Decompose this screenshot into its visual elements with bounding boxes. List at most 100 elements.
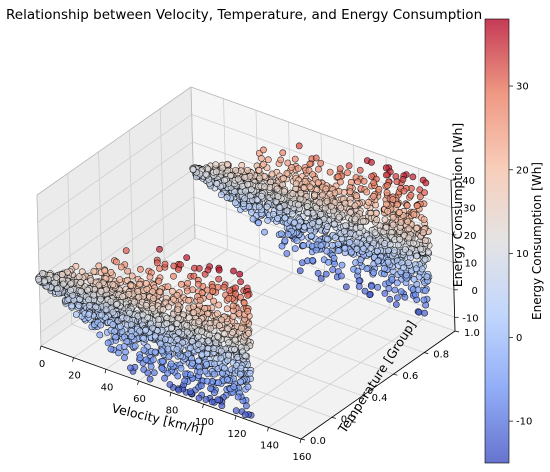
scatter-point [67, 280, 75, 288]
scatter-point [175, 329, 183, 336]
scatter-point [204, 310, 211, 318]
scatter-point [253, 196, 261, 204]
scatter-point [346, 188, 354, 195]
scatter-point [168, 324, 175, 332]
scatter-point [173, 291, 181, 299]
scatter-point [419, 229, 427, 236]
scatter-point [211, 389, 218, 396]
scatter-point [75, 273, 83, 281]
scatter-point [284, 159, 292, 167]
scatter-point [355, 283, 363, 290]
scatter-point [417, 245, 424, 253]
scatter-point [128, 333, 135, 340]
scatter-point [158, 364, 166, 372]
scatter-point [354, 178, 362, 186]
scatter-point [72, 262, 80, 270]
scatter-point [353, 192, 360, 200]
scatter-point [319, 191, 326, 199]
scatter-point [124, 267, 131, 275]
scatter-point [220, 283, 228, 291]
scatter-point [209, 287, 217, 295]
scatter-point [291, 219, 298, 226]
scatter-point [95, 262, 103, 270]
scatter-point [341, 199, 349, 207]
grid-line [268, 319, 423, 428]
scatter-point [231, 336, 239, 344]
scatter-point [394, 294, 401, 302]
scatter-point [162, 336, 169, 343]
scatter-point [405, 225, 413, 233]
scatter-point [365, 198, 372, 206]
scatter-point [309, 220, 316, 227]
scatter-point [367, 244, 375, 252]
scatter-point [136, 327, 144, 335]
scatter-point [97, 321, 105, 329]
scatter-point [312, 154, 320, 162]
scatter-point [237, 278, 244, 286]
scatter-point [232, 407, 240, 414]
scatter-point [238, 324, 245, 332]
scatter-point [117, 263, 125, 271]
scatter-point [204, 345, 212, 352]
scatter-point [263, 203, 271, 211]
scatter-point [241, 195, 249, 202]
pane-edge [36, 194, 42, 347]
scatter-point [128, 272, 136, 280]
z-axis-line [450, 179, 456, 332]
scatter-point [165, 353, 173, 361]
scatter-point [315, 218, 323, 226]
scatter-point [150, 295, 157, 302]
scatter-point [212, 161, 220, 169]
z-tick-label: 10 [464, 258, 477, 269]
scatter-point [164, 369, 172, 377]
scatter-point [357, 223, 364, 231]
y-tick-mark [331, 417, 336, 419]
scatter-point [384, 258, 392, 266]
scatter-point [149, 305, 157, 312]
scatter-point [330, 254, 338, 262]
scatter-point [296, 195, 304, 203]
scatter-point [388, 276, 396, 283]
scatter-point [383, 189, 391, 196]
scatter-point [412, 265, 420, 273]
scatter-point [261, 228, 268, 236]
scatter-point [381, 265, 388, 272]
scatter-point [90, 291, 98, 299]
scatter-point [59, 280, 67, 288]
scatter-point [399, 176, 407, 183]
scatter-point [156, 245, 163, 253]
scatter-point [142, 326, 149, 334]
scatter-point [424, 248, 432, 256]
scatter-point [278, 242, 286, 250]
scatter-point [329, 241, 336, 249]
scatter-point [77, 279, 84, 286]
scatter-point [337, 204, 345, 212]
scatter-point [423, 273, 431, 281]
scatter-point [198, 328, 206, 335]
scatter-point [127, 364, 134, 372]
scatter-point [157, 340, 164, 348]
scatter-point [39, 270, 46, 277]
scatter-point [190, 309, 198, 316]
scatter-point [326, 168, 334, 176]
scatter-point [234, 175, 242, 183]
colorbar-label: Energy Consumption [Wh] [530, 162, 544, 320]
y-tick-label: 0.2 [341, 414, 357, 425]
scatter-point [225, 351, 232, 359]
scatter-point [169, 287, 176, 295]
scatter-point [75, 302, 83, 309]
y-axis-line [300, 330, 456, 440]
scatter-point [244, 181, 252, 188]
scatter-point [249, 215, 257, 223]
scatter-point [393, 178, 401, 186]
scatter-point [401, 293, 409, 301]
scatter-points [35, 142, 433, 419]
scatter-point [386, 241, 394, 248]
scatter-point [102, 306, 110, 314]
x-tick-label: 40 [101, 382, 114, 393]
scatter-point [212, 168, 220, 176]
scatter-point [107, 298, 115, 306]
scatter-point [338, 272, 345, 280]
scatter-point [422, 179, 430, 187]
